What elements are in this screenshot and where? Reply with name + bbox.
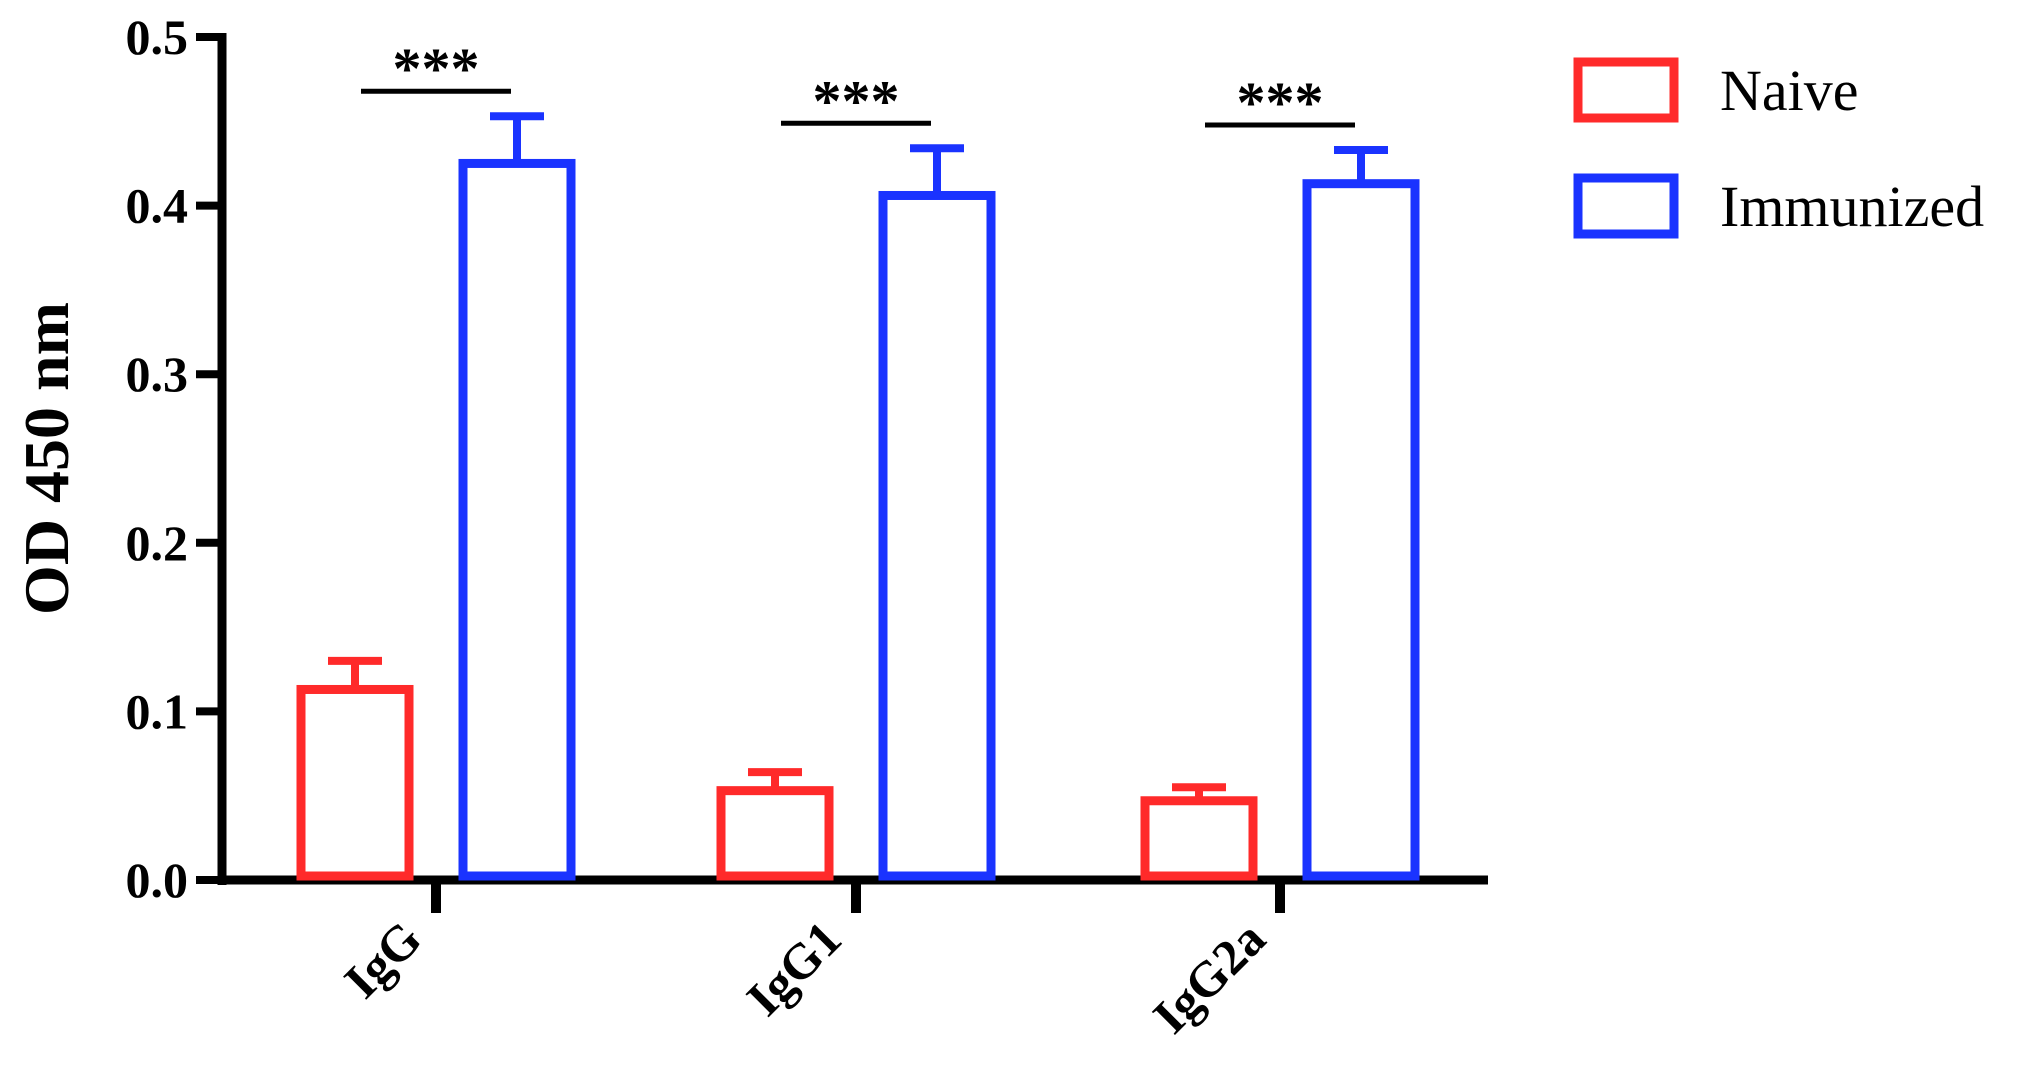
y-axis-title: OD 450 nm: [11, 302, 82, 615]
bars: [296, 112, 1420, 881]
bar-immunized-igg: [458, 158, 576, 881]
significance-label: ***: [393, 36, 480, 101]
y-tick-label: 0.2: [126, 515, 189, 571]
legend-swatch-immunized: [1573, 173, 1679, 239]
y-tick-label: 0.1: [126, 683, 189, 739]
y-tick-label: 0.3: [126, 346, 189, 402]
bar-immunized-igg1: [878, 190, 996, 881]
category-label: IgG2a: [1142, 910, 1276, 1044]
y-tick-label: 0.4: [126, 178, 189, 234]
legend-label-naive: Naive: [1720, 58, 1859, 123]
significance-label: ***: [813, 68, 900, 133]
axes: 0.0 0.1 0.2 0.3 0.4 0.5 OD 450 nm: [11, 9, 1488, 913]
bar-immunized-igg2a: [1302, 179, 1420, 881]
category-label: IgG1: [736, 910, 852, 1026]
legend-label-immunized: Immunized: [1720, 174, 1984, 239]
y-tick-label: 0.5: [126, 9, 189, 65]
bar-naive-igg: [296, 684, 414, 881]
significance-label: ***: [1237, 70, 1324, 135]
legend: Naive Immunized: [1573, 57, 1984, 239]
bar-naive-igg2a: [1140, 796, 1258, 881]
category-label: IgG: [333, 910, 432, 1009]
legend-swatch-naive: [1573, 57, 1679, 123]
bar-naive-igg1: [716, 786, 834, 881]
y-tick-label: 0.0: [126, 852, 189, 908]
